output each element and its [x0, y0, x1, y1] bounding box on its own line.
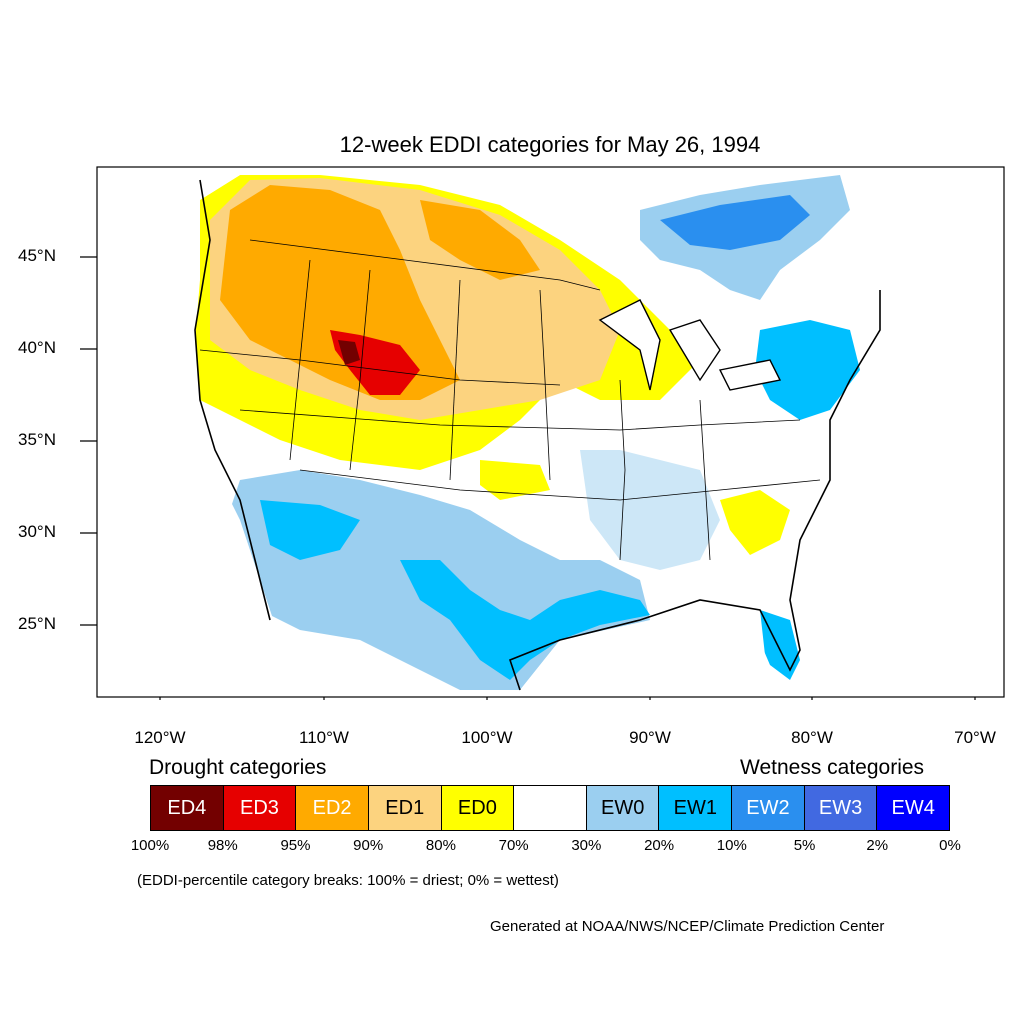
lon-tick-120: 120°W — [134, 728, 186, 747]
break-label: 10% — [716, 837, 747, 854]
lat-tick-45: 45°N — [18, 246, 56, 265]
dry-region-kansas — [480, 460, 550, 500]
break-label: 20% — [644, 837, 675, 854]
lat-tick-25: 25°N — [18, 614, 56, 633]
wet-region-southeast — [580, 450, 720, 570]
atlantic-mask — [800, 200, 1004, 697]
break-label: 80% — [425, 837, 456, 854]
legend-swatch-ed1: ED1 — [368, 786, 442, 830]
legend-swatch-normal — [514, 786, 587, 830]
pacific-mask — [97, 167, 280, 697]
lon-tick-90: 90°W — [629, 728, 671, 747]
wet-region-northeast — [755, 320, 860, 420]
legend-swatch-ew2: EW2 — [732, 786, 805, 830]
map-frame — [96, 166, 1005, 698]
break-label: 30% — [571, 837, 602, 854]
coastline — [194, 179, 881, 691]
wetness-heading: Wetness categories — [740, 756, 925, 779]
credit-line: Generated at NOAA/NWS/NCEP/Climate Predi… — [490, 918, 885, 935]
legend-swatch-ew0: EW0 — [586, 786, 660, 830]
break-label: 2% — [866, 837, 889, 854]
break-label: 98% — [207, 837, 238, 854]
gulf-mask — [520, 600, 770, 697]
break-label: 0% — [939, 837, 961, 854]
break-label: 100% — [130, 837, 170, 854]
dry-region-ed2-east — [420, 200, 540, 280]
lat-tick-30: 30°N — [18, 522, 56, 541]
lon-tick-110: 110°W — [299, 728, 349, 747]
wet-region-texas — [400, 560, 650, 680]
eddi-map — [80, 166, 1005, 700]
category-note: (EDDI-percentile category breaks: 100% =… — [137, 872, 559, 889]
lat-tick-35: 35°N — [18, 430, 56, 449]
wet-region-ontario-core — [660, 195, 810, 250]
lon-tick-100: 100°W — [461, 728, 513, 747]
lon-tick-80: 80°W — [791, 728, 833, 747]
legend-swatch-ew3: EW3 — [804, 786, 878, 830]
break-label: 95% — [280, 837, 311, 854]
wet-region-az — [260, 500, 360, 560]
break-label: 5% — [793, 837, 816, 854]
map-title: 12-week EDDI categories for May 26, 1994 — [339, 132, 761, 157]
legend-swatch-ed4: ED4 — [151, 786, 224, 830]
drought-heading: Drought categories — [149, 756, 327, 779]
dry-region-ed4 — [338, 340, 360, 365]
legend-swatch-ed0: ED0 — [441, 786, 515, 830]
category-legend: ED4 ED3 ED2 ED1 ED0 EW0 EW1 EW2 EW3 EW4 — [150, 785, 950, 831]
legend-swatch-ed2: ED2 — [296, 786, 369, 830]
lon-tick-70: 70°W — [954, 728, 996, 747]
lat-tick-40: 40°N — [18, 338, 56, 357]
dry-region-carolina — [720, 490, 790, 555]
legend-swatch-ew4: EW4 — [877, 786, 950, 830]
legend-swatch-ew1: EW1 — [659, 786, 733, 830]
legend-swatch-ed3: ED3 — [223, 786, 297, 830]
break-label: 70% — [498, 837, 529, 854]
great-lakes — [598, 299, 782, 391]
break-label: 90% — [353, 837, 384, 854]
